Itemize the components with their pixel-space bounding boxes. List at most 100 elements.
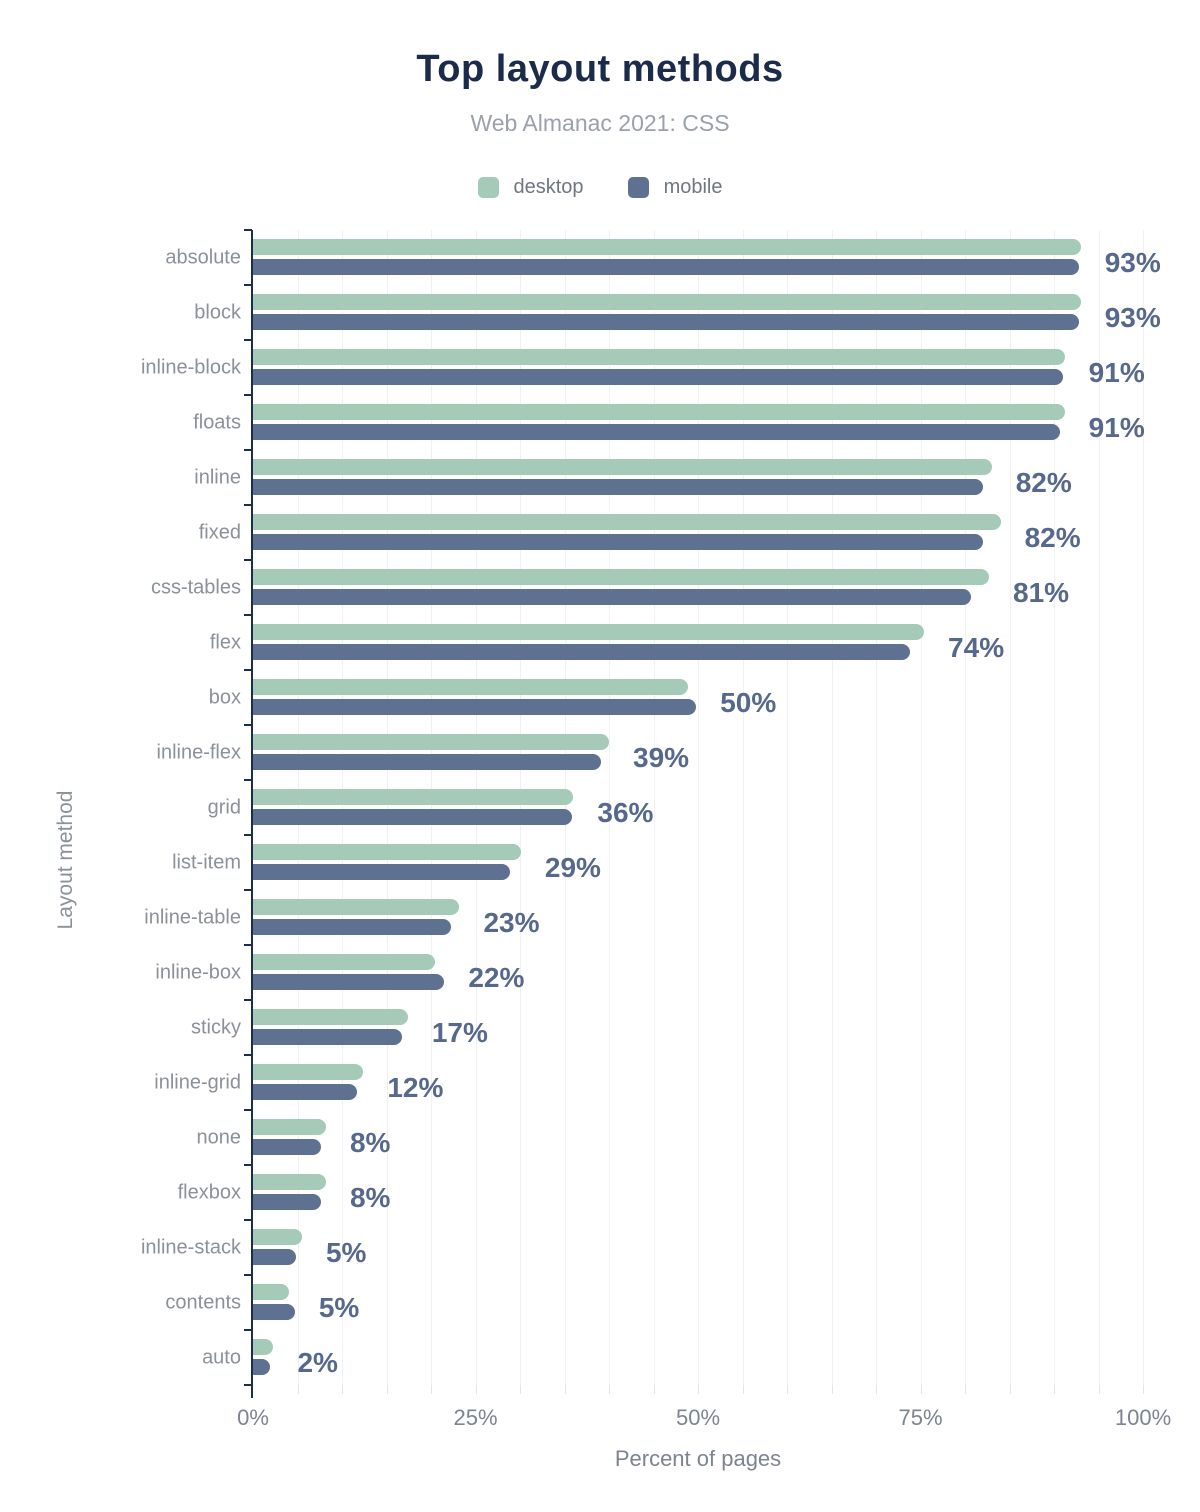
- desktop-bar[interactable]: [253, 1284, 289, 1300]
- value-label: 5%: [318, 1291, 360, 1323]
- mobile-bar[interactable]: [253, 1084, 358, 1100]
- x-axis-tick: [609, 1385, 610, 1394]
- mobile-bar[interactable]: [253, 754, 601, 770]
- category-label: inline-flex: [156, 741, 241, 763]
- y-axis-tick: [244, 339, 252, 341]
- gridline: [475, 230, 477, 1385]
- value-label: 81%: [1013, 576, 1070, 608]
- desktop-bar[interactable]: [253, 459, 992, 475]
- bar-pair: [253, 569, 1143, 605]
- desktop-bar[interactable]: [253, 569, 990, 585]
- bar-pair: [253, 1339, 1143, 1375]
- value-label: 17%: [431, 1016, 488, 1048]
- mobile-bar[interactable]: [253, 1194, 321, 1210]
- mobile-bar[interactable]: [253, 864, 511, 880]
- desktop-bar[interactable]: [253, 954, 436, 970]
- gridline: [920, 230, 922, 1385]
- y-axis-tick: [244, 1329, 252, 1331]
- mobile-bar[interactable]: [253, 919, 452, 935]
- mobile-bar[interactable]: [253, 1249, 296, 1265]
- bar-pair: [253, 954, 1143, 990]
- gridline: [965, 230, 966, 1385]
- y-axis-tick: [244, 559, 252, 561]
- chart-row: none 8%: [197, 1109, 1143, 1165]
- mobile-bar[interactable]: [253, 644, 910, 660]
- desktop-bar[interactable]: [253, 294, 1081, 310]
- chart-row: inline-block 91%: [141, 339, 1145, 395]
- legend-item-mobile[interactable]: mobile: [627, 176, 722, 199]
- bar-pair: [253, 294, 1143, 330]
- category-label: flex: [209, 631, 241, 653]
- bar-pair: [253, 1009, 1143, 1045]
- desktop-bar[interactable]: [253, 1119, 326, 1135]
- chart-row: flexbox 8%: [178, 1164, 1143, 1220]
- mobile-bar[interactable]: [253, 809, 572, 825]
- desktop-bar[interactable]: [253, 239, 1081, 255]
- desktop-bar[interactable]: [253, 514, 1001, 530]
- x-tick-label: 0%: [237, 1405, 269, 1430]
- value-label: 91%: [1088, 356, 1145, 388]
- x-axis-title: Percent of pages: [614, 1446, 782, 1471]
- value-label: 39%: [633, 741, 690, 773]
- desktop-bar[interactable]: [253, 899, 460, 915]
- desktop-bar[interactable]: [253, 1064, 364, 1080]
- chart-title: Top layout methods: [416, 48, 784, 90]
- y-axis-tick: [244, 724, 252, 726]
- mobile-bar[interactable]: [253, 369, 1063, 385]
- bar-pair: [253, 844, 1143, 880]
- mobile-bar[interactable]: [253, 1029, 402, 1045]
- y-axis-tick: [244, 449, 252, 451]
- mobile-swatch-icon: [627, 177, 649, 198]
- x-axis-tick: [431, 1385, 432, 1394]
- y-axis-tick: [244, 614, 252, 616]
- mobile-bar[interactable]: [253, 424, 1061, 440]
- desktop-bar[interactable]: [253, 734, 609, 750]
- category-label: inline-block: [140, 356, 241, 378]
- gridline: [653, 230, 655, 1385]
- gridline: [431, 230, 432, 1385]
- x-axis-tick: [920, 1385, 922, 1394]
- gridline: [876, 230, 877, 1385]
- mobile-bar[interactable]: [253, 1304, 295, 1320]
- desktop-bar[interactable]: [253, 1174, 326, 1190]
- desktop-bar[interactable]: [253, 349, 1065, 365]
- y-axis-tick: [244, 999, 252, 1001]
- x-axis-tick: [342, 1385, 343, 1394]
- desktop-bar[interactable]: [253, 1009, 408, 1025]
- gridline: [520, 230, 521, 1385]
- desktop-swatch-icon: [477, 177, 499, 198]
- desktop-bar[interactable]: [253, 404, 1065, 420]
- mobile-bar[interactable]: [253, 589, 972, 605]
- mobile-bar[interactable]: [253, 974, 445, 990]
- desktop-bar[interactable]: [253, 1339, 274, 1355]
- mobile-bar[interactable]: [253, 534, 983, 550]
- category-label: fixed: [198, 521, 241, 543]
- mobile-bar[interactable]: [253, 479, 983, 495]
- bar-pair: [253, 679, 1143, 715]
- category-label: inline-table: [144, 906, 241, 928]
- chart-row: auto 2%: [202, 1329, 1143, 1385]
- x-axis-tick: [564, 1385, 566, 1394]
- mobile-bar[interactable]: [253, 1139, 321, 1155]
- mobile-bar[interactable]: [253, 259, 1079, 275]
- chart-row: flex 74%: [210, 614, 1143, 670]
- mobile-bar[interactable]: [253, 699, 697, 715]
- desktop-bar[interactable]: [253, 1229, 302, 1245]
- legend-item-desktop[interactable]: desktop: [477, 176, 584, 199]
- bar-pair: [253, 1064, 1143, 1100]
- desktop-bar[interactable]: [253, 679, 689, 695]
- mobile-bar[interactable]: [253, 1359, 270, 1375]
- desktop-bar[interactable]: [253, 624, 925, 640]
- desktop-bar[interactable]: [253, 844, 521, 860]
- desktop-bar[interactable]: [253, 789, 574, 805]
- y-axis-title: Layout method: [54, 790, 77, 930]
- gridline: [297, 230, 299, 1385]
- gridline: [831, 230, 833, 1385]
- gridline: [564, 230, 566, 1385]
- x-tick-label: 100%: [1114, 1405, 1172, 1430]
- value-label: 23%: [483, 906, 540, 938]
- gridline: [1054, 230, 1055, 1385]
- mobile-bar[interactable]: [253, 314, 1079, 330]
- x-tick-label: 75%: [898, 1405, 943, 1430]
